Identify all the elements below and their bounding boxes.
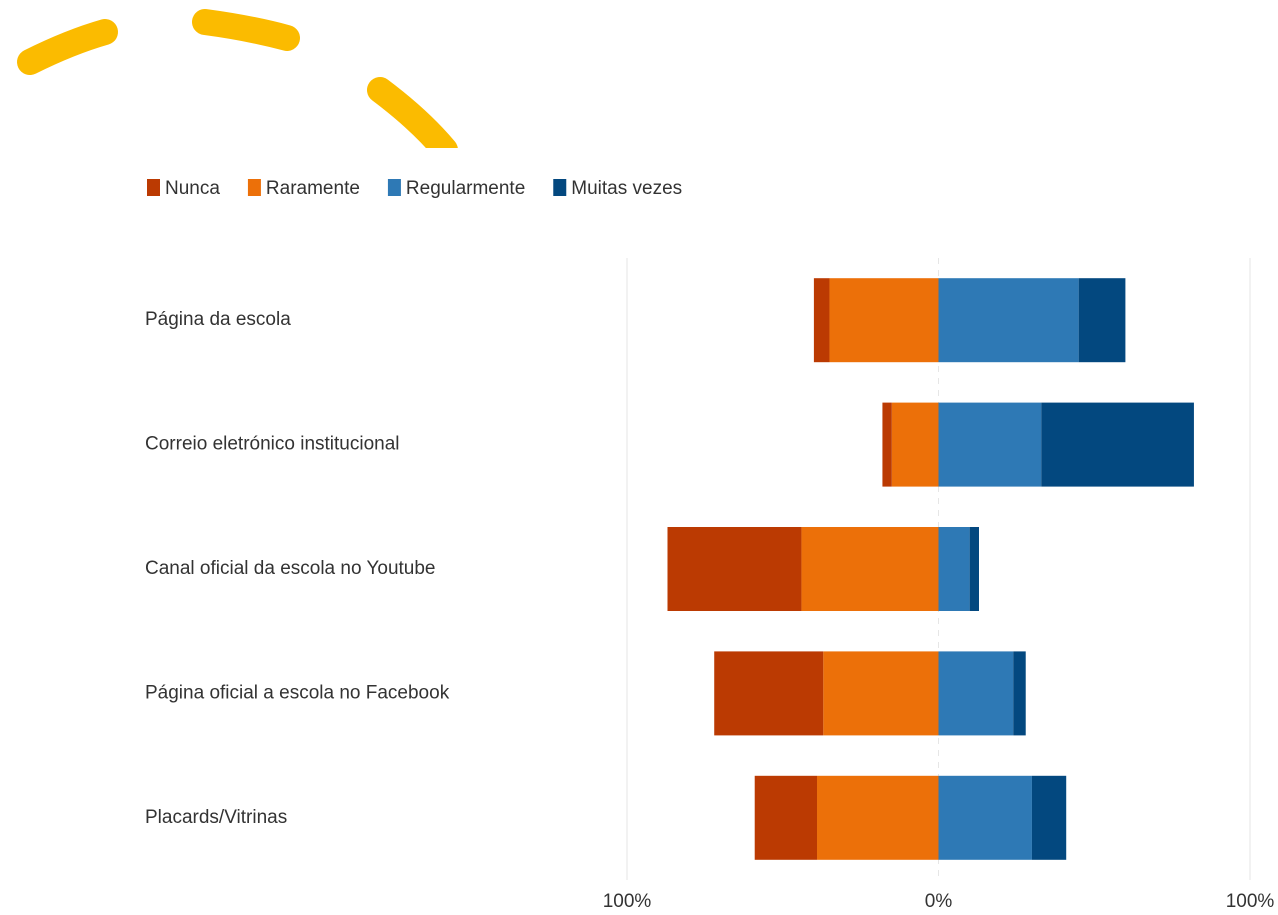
bar-segment: [938, 402, 1042, 487]
bar-segment: [829, 278, 939, 363]
bar-segment: [1078, 278, 1126, 363]
x-tick-label: 100%: [603, 891, 652, 912]
bar-segment: [938, 278, 1079, 363]
bar-segment: [1031, 775, 1067, 860]
bar-segment: [754, 775, 818, 860]
decoration: [17, 9, 458, 163]
bar-segment: [882, 402, 892, 487]
category-label: Canal oficial da escola no Youtube: [145, 558, 436, 579]
legend-label: Nunca: [165, 178, 220, 199]
bar-segment: [938, 775, 1032, 860]
legend-swatch: [553, 179, 567, 196]
legend-label: Raramente: [266, 178, 360, 199]
legend-label: Regularmente: [406, 178, 525, 199]
category-label: Placards/Vitrinas: [145, 807, 287, 828]
bar-segment: [823, 651, 939, 736]
category-label: Correio eletrónico institucional: [145, 434, 400, 455]
legend-swatch: [387, 179, 401, 196]
category-label: Página da escola: [145, 309, 291, 330]
bar-segment: [1013, 651, 1026, 736]
legend-swatch: [147, 179, 160, 196]
category-label: Página oficial a escola no Facebook: [145, 682, 450, 703]
bar-segment: [813, 278, 830, 363]
bar-segment: [667, 527, 802, 611]
x-tick-label: 0%: [925, 891, 953, 912]
bar-segment: [801, 527, 939, 611]
bar-segment: [714, 651, 824, 736]
bar-segment: [938, 651, 1014, 736]
legend-swatch: [247, 179, 261, 196]
bar-segment: [891, 402, 939, 487]
bar-segment: [1041, 402, 1194, 487]
legend-label: Muitas vezes: [571, 178, 682, 199]
bar-segment: [969, 527, 979, 611]
bar-segment: [938, 527, 970, 611]
x-tick-label: 100%: [1226, 891, 1275, 912]
bar-segment: [817, 775, 939, 860]
